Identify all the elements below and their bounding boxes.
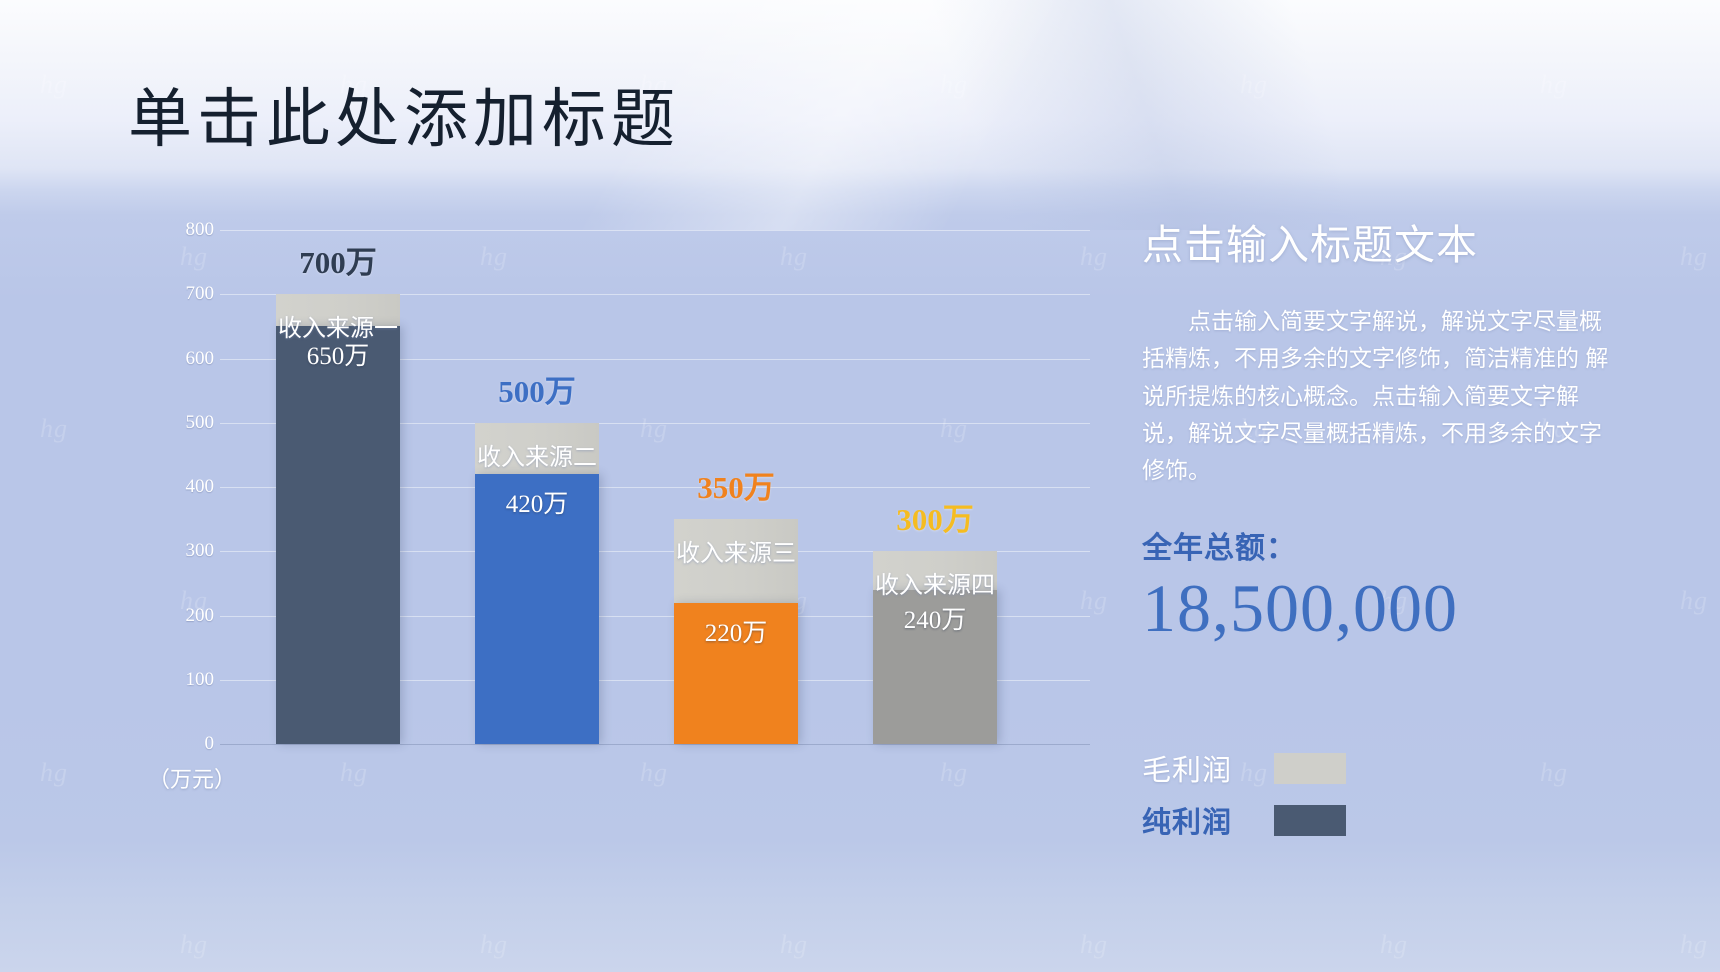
chart-gridline bbox=[220, 358, 1090, 360]
watermark-glyph: hg bbox=[940, 70, 968, 99]
bar-total-label: 300万 bbox=[896, 502, 974, 538]
watermark-glyph: hg bbox=[1680, 242, 1708, 271]
watermark-glyph: hg bbox=[40, 414, 68, 443]
chart-gridline bbox=[220, 679, 1090, 681]
chart-plot-area: 650万 700万 收入来源一 420万 500万 收入来源二 220万 350万 收入来源三 2… bbox=[220, 230, 1090, 745]
chart-y-axis: 0 100 200 300 400 500 600 700 800 bbox=[130, 219, 215, 754]
chart-y-tick-label: 600 bbox=[185, 347, 215, 369]
chart-gridline bbox=[220, 551, 1090, 553]
bar-segment-net[interactable] bbox=[475, 474, 599, 744]
bar-total-label: 350万 bbox=[697, 470, 775, 506]
chart-legend: 毛利润 纯利润 bbox=[1142, 742, 1542, 846]
chart-bar-group[interactable]: 240万 300万收入来源四 bbox=[873, 502, 997, 744]
bar-total-label: 700万 bbox=[299, 245, 377, 281]
watermark-glyph: hg bbox=[1380, 930, 1408, 959]
chart-category-label: 收入来源三 bbox=[676, 540, 796, 568]
legend-color-swatch bbox=[1274, 804, 1346, 836]
legend-item-label: 毛利润 bbox=[1142, 755, 1233, 787]
chart-category-label: 收入来源四 bbox=[875, 572, 995, 600]
chart-gridline bbox=[220, 230, 1090, 231]
bar-segment-net[interactable] bbox=[276, 326, 400, 744]
bar-chart: 0 100 200 300 400 500 600 700 800 650万 700万收入来源一 4… bbox=[130, 216, 1090, 806]
watermark-glyph: hg bbox=[1680, 586, 1708, 615]
bar-segment-gross[interactable] bbox=[873, 551, 997, 590]
chart-y-tick-label: 500 bbox=[185, 411, 215, 433]
watermark-glyph: hg bbox=[1540, 70, 1568, 99]
bar-segment-gross[interactable] bbox=[475, 422, 599, 475]
chart-gridline bbox=[220, 294, 1090, 296]
watermark-glyph: hg bbox=[180, 930, 208, 959]
chart-unit-label: （万元） bbox=[148, 767, 237, 792]
chart-y-tick-label: 0 bbox=[204, 733, 215, 754]
page-title: 单击此处添加标题 bbox=[128, 83, 680, 157]
watermark-glyph: hg bbox=[1240, 70, 1268, 99]
watermark-glyph: hg bbox=[480, 930, 508, 959]
watermark-glyph: hg bbox=[780, 930, 808, 959]
bar-segment-net[interactable] bbox=[674, 602, 798, 744]
panel-body-text: 点击输入简要文字解说，解说文字尽量概括精炼，不用多余的文字修饰，简洁精准的 解说… bbox=[1142, 308, 1609, 484]
chart-y-tick-label: 700 bbox=[185, 283, 215, 305]
chart-category-label: 收入来源一 bbox=[278, 315, 398, 343]
chart-bar-group[interactable]: 220万 350万收入来源三 bbox=[674, 470, 798, 744]
chart-gridline bbox=[220, 615, 1090, 617]
chart-y-tick-label: 100 bbox=[185, 668, 215, 690]
total-value: 18,500,000 bbox=[1142, 570, 1458, 647]
chart-bar-group[interactable]: 650万 700万收入来源一 bbox=[276, 245, 400, 744]
chart-y-tick-label: 400 bbox=[185, 476, 215, 497]
total-label: 全年总额： bbox=[1142, 532, 1297, 566]
chart-category-label: 收入来源二 bbox=[477, 443, 597, 471]
bar-value-label: 420万 bbox=[505, 491, 569, 519]
chart-y-tick-label: 200 bbox=[185, 604, 215, 626]
watermark-glyph: hg bbox=[1540, 758, 1568, 787]
legend-item[interactable]: 纯利润 bbox=[1142, 794, 1542, 846]
chart-gridline bbox=[220, 487, 1090, 488]
chart-bar-group[interactable]: 420万 500万收入来源二 bbox=[475, 374, 599, 744]
bar-value-label: 650万 bbox=[306, 343, 370, 371]
info-panel: 点击输入标题文本 点击输入简要文字解说，解说文字尽量概括精炼，不用多余的文字修饰… bbox=[1142, 222, 1622, 645]
legend-item[interactable]: 毛利润 bbox=[1142, 742, 1542, 794]
bar-value-label: 220万 bbox=[704, 619, 768, 647]
legend-item-label: 纯利润 bbox=[1142, 807, 1233, 839]
watermark-glyph: hg bbox=[40, 758, 68, 787]
chart-y-tick-label: 800 bbox=[185, 219, 215, 240]
bar-value-label: 240万 bbox=[903, 606, 967, 634]
panel-heading: 点击输入标题文本 bbox=[1142, 222, 1478, 268]
bar-total-label: 500万 bbox=[498, 373, 576, 409]
bar-segment-net[interactable] bbox=[873, 589, 997, 744]
watermark-glyph: hg bbox=[1680, 930, 1708, 959]
chart-gridline bbox=[220, 422, 1090, 424]
watermark-glyph: hg bbox=[40, 70, 68, 99]
legend-color-swatch bbox=[1274, 752, 1346, 784]
bar-segment-gross[interactable] bbox=[674, 519, 798, 603]
bar-segment-gross[interactable] bbox=[276, 294, 400, 327]
chart-y-tick-label: 300 bbox=[185, 540, 215, 562]
watermark-glyph: hg bbox=[1080, 930, 1108, 959]
chart-gridline bbox=[220, 744, 1090, 745]
